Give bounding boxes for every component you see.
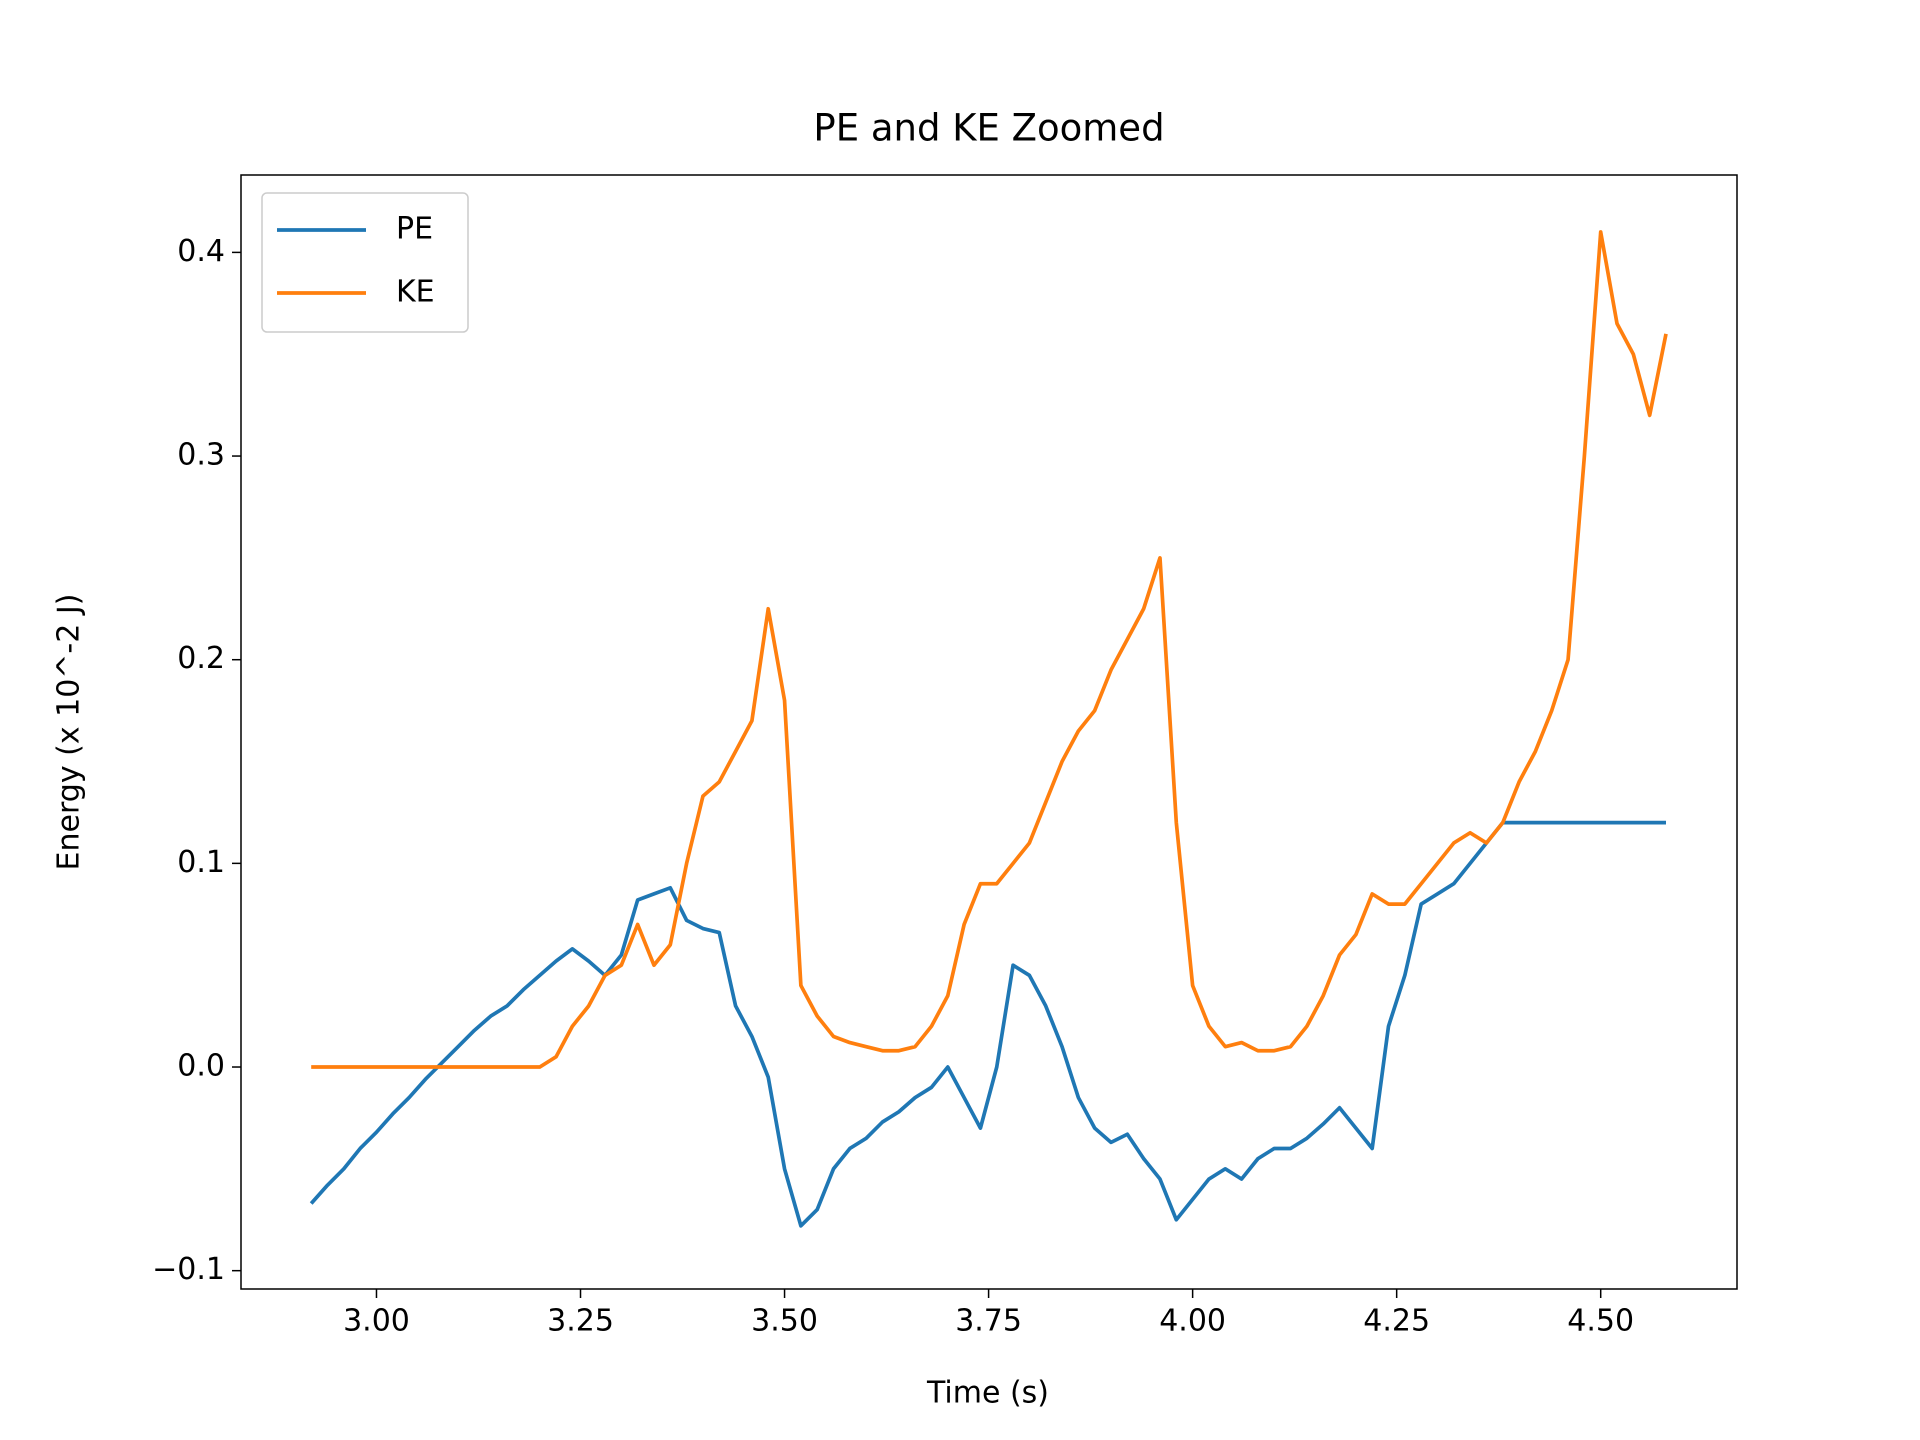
y-tick-label: 0.4 (177, 234, 225, 269)
line-series (309, 820, 1666, 1228)
x-tick-label: 3.75 (955, 1304, 1022, 1339)
y-tick-label: 0.3 (177, 438, 225, 473)
y-tick-label: 0.1 (177, 845, 225, 880)
x-tick-label: 3.00 (343, 1304, 410, 1339)
x-tick-label: 3.50 (751, 1304, 818, 1339)
y-axis-label: Energy (x 10^-2 J) (52, 594, 87, 871)
legend-label: KE (396, 275, 435, 310)
x-axis-label: Time (s) (926, 1376, 1049, 1411)
plot-frame (240, 174, 1738, 1290)
y-tick-label: 0.0 (177, 1049, 225, 1084)
chart-title: PE and KE Zoomed (813, 107, 1164, 150)
legend-box (261, 192, 469, 333)
x-tick-label: 4.00 (1159, 1304, 1226, 1339)
legend-label: PE (396, 212, 433, 247)
y-tick-label: 0.2 (177, 641, 225, 676)
line-series (311, 230, 1668, 1069)
y-tick-label: −0.1 (152, 1252, 225, 1287)
x-tick-label: 4.25 (1363, 1304, 1430, 1339)
x-tick-label: 3.25 (547, 1304, 614, 1339)
x-tick-label: 4.50 (1567, 1304, 1634, 1339)
